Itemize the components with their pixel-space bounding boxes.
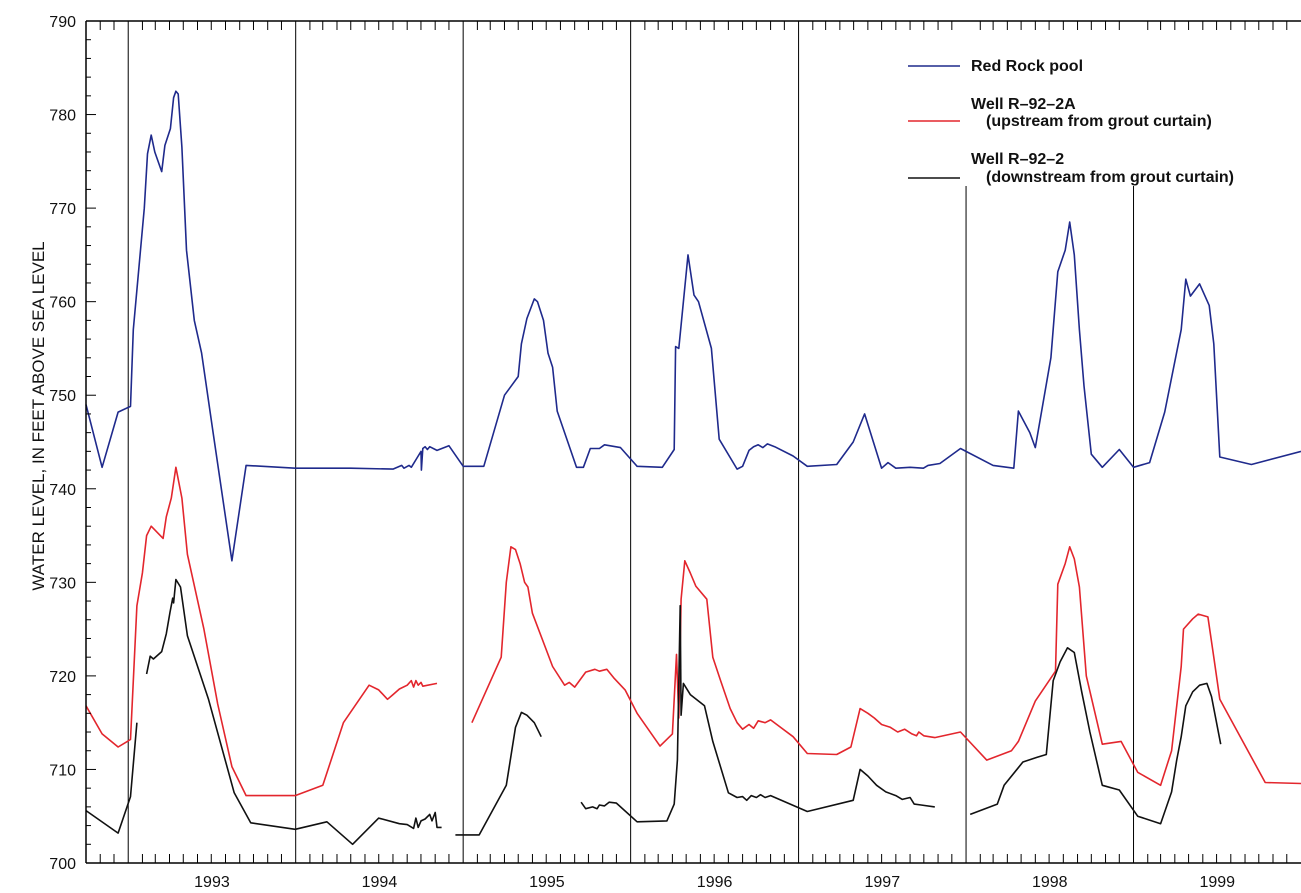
series-line-0 [85,90,1301,562]
y-tick-label: 750 [49,388,76,405]
series-line-2 [455,711,542,836]
x-year-label: 1996 [697,874,733,891]
legend-sublabel: (downstream from grout curtain) [986,169,1234,186]
series-line-1 [471,545,1301,787]
x-year-label: 1995 [529,874,565,891]
series-line-2 [969,646,1222,825]
year-gridlines [127,21,1135,863]
x-year-label: 1993 [194,874,230,891]
plot-frame [85,20,1301,864]
series-lines [85,90,1301,846]
y-tick-label: 720 [49,669,76,686]
series-line-2 [580,604,935,823]
legend-label: Red Rock pool [971,58,1083,75]
y-tick-label: 740 [49,482,76,499]
x-year-label: 1994 [362,874,398,891]
y-axis-title: WATER LEVEL, IN FEET ABOVE SEA LEVEL [29,241,48,590]
tick-labels: 700 710 720 730 740 750 760 770 780 790 1993 1994 19… [49,14,1235,891]
legend-label: Well R–92–2 [971,151,1064,168]
y-tick-label: 790 [49,14,76,31]
series-line-1 [85,466,438,797]
series-line-2 [145,578,442,846]
series-line-2 [85,722,138,834]
y-tick-label: 710 [49,762,76,779]
y-tick-label: 760 [49,295,76,312]
y-tick-label: 770 [49,201,76,218]
y-tick-label: 780 [49,108,76,125]
x-year-label: 1999 [1199,874,1235,891]
legend-sublabel: (upstream from grout curtain) [986,113,1212,130]
y-tick-label: 730 [49,575,76,592]
legend: Red Rock pool Well R–92–2A(upstream from … [908,58,1234,186]
x-year-label: 1998 [1032,874,1068,891]
y-tick-label: 700 [49,856,76,873]
x-year-label: 1997 [865,874,901,891]
legend-label: Well R–92–2A [971,96,1076,113]
axis-ticks [86,20,1288,864]
